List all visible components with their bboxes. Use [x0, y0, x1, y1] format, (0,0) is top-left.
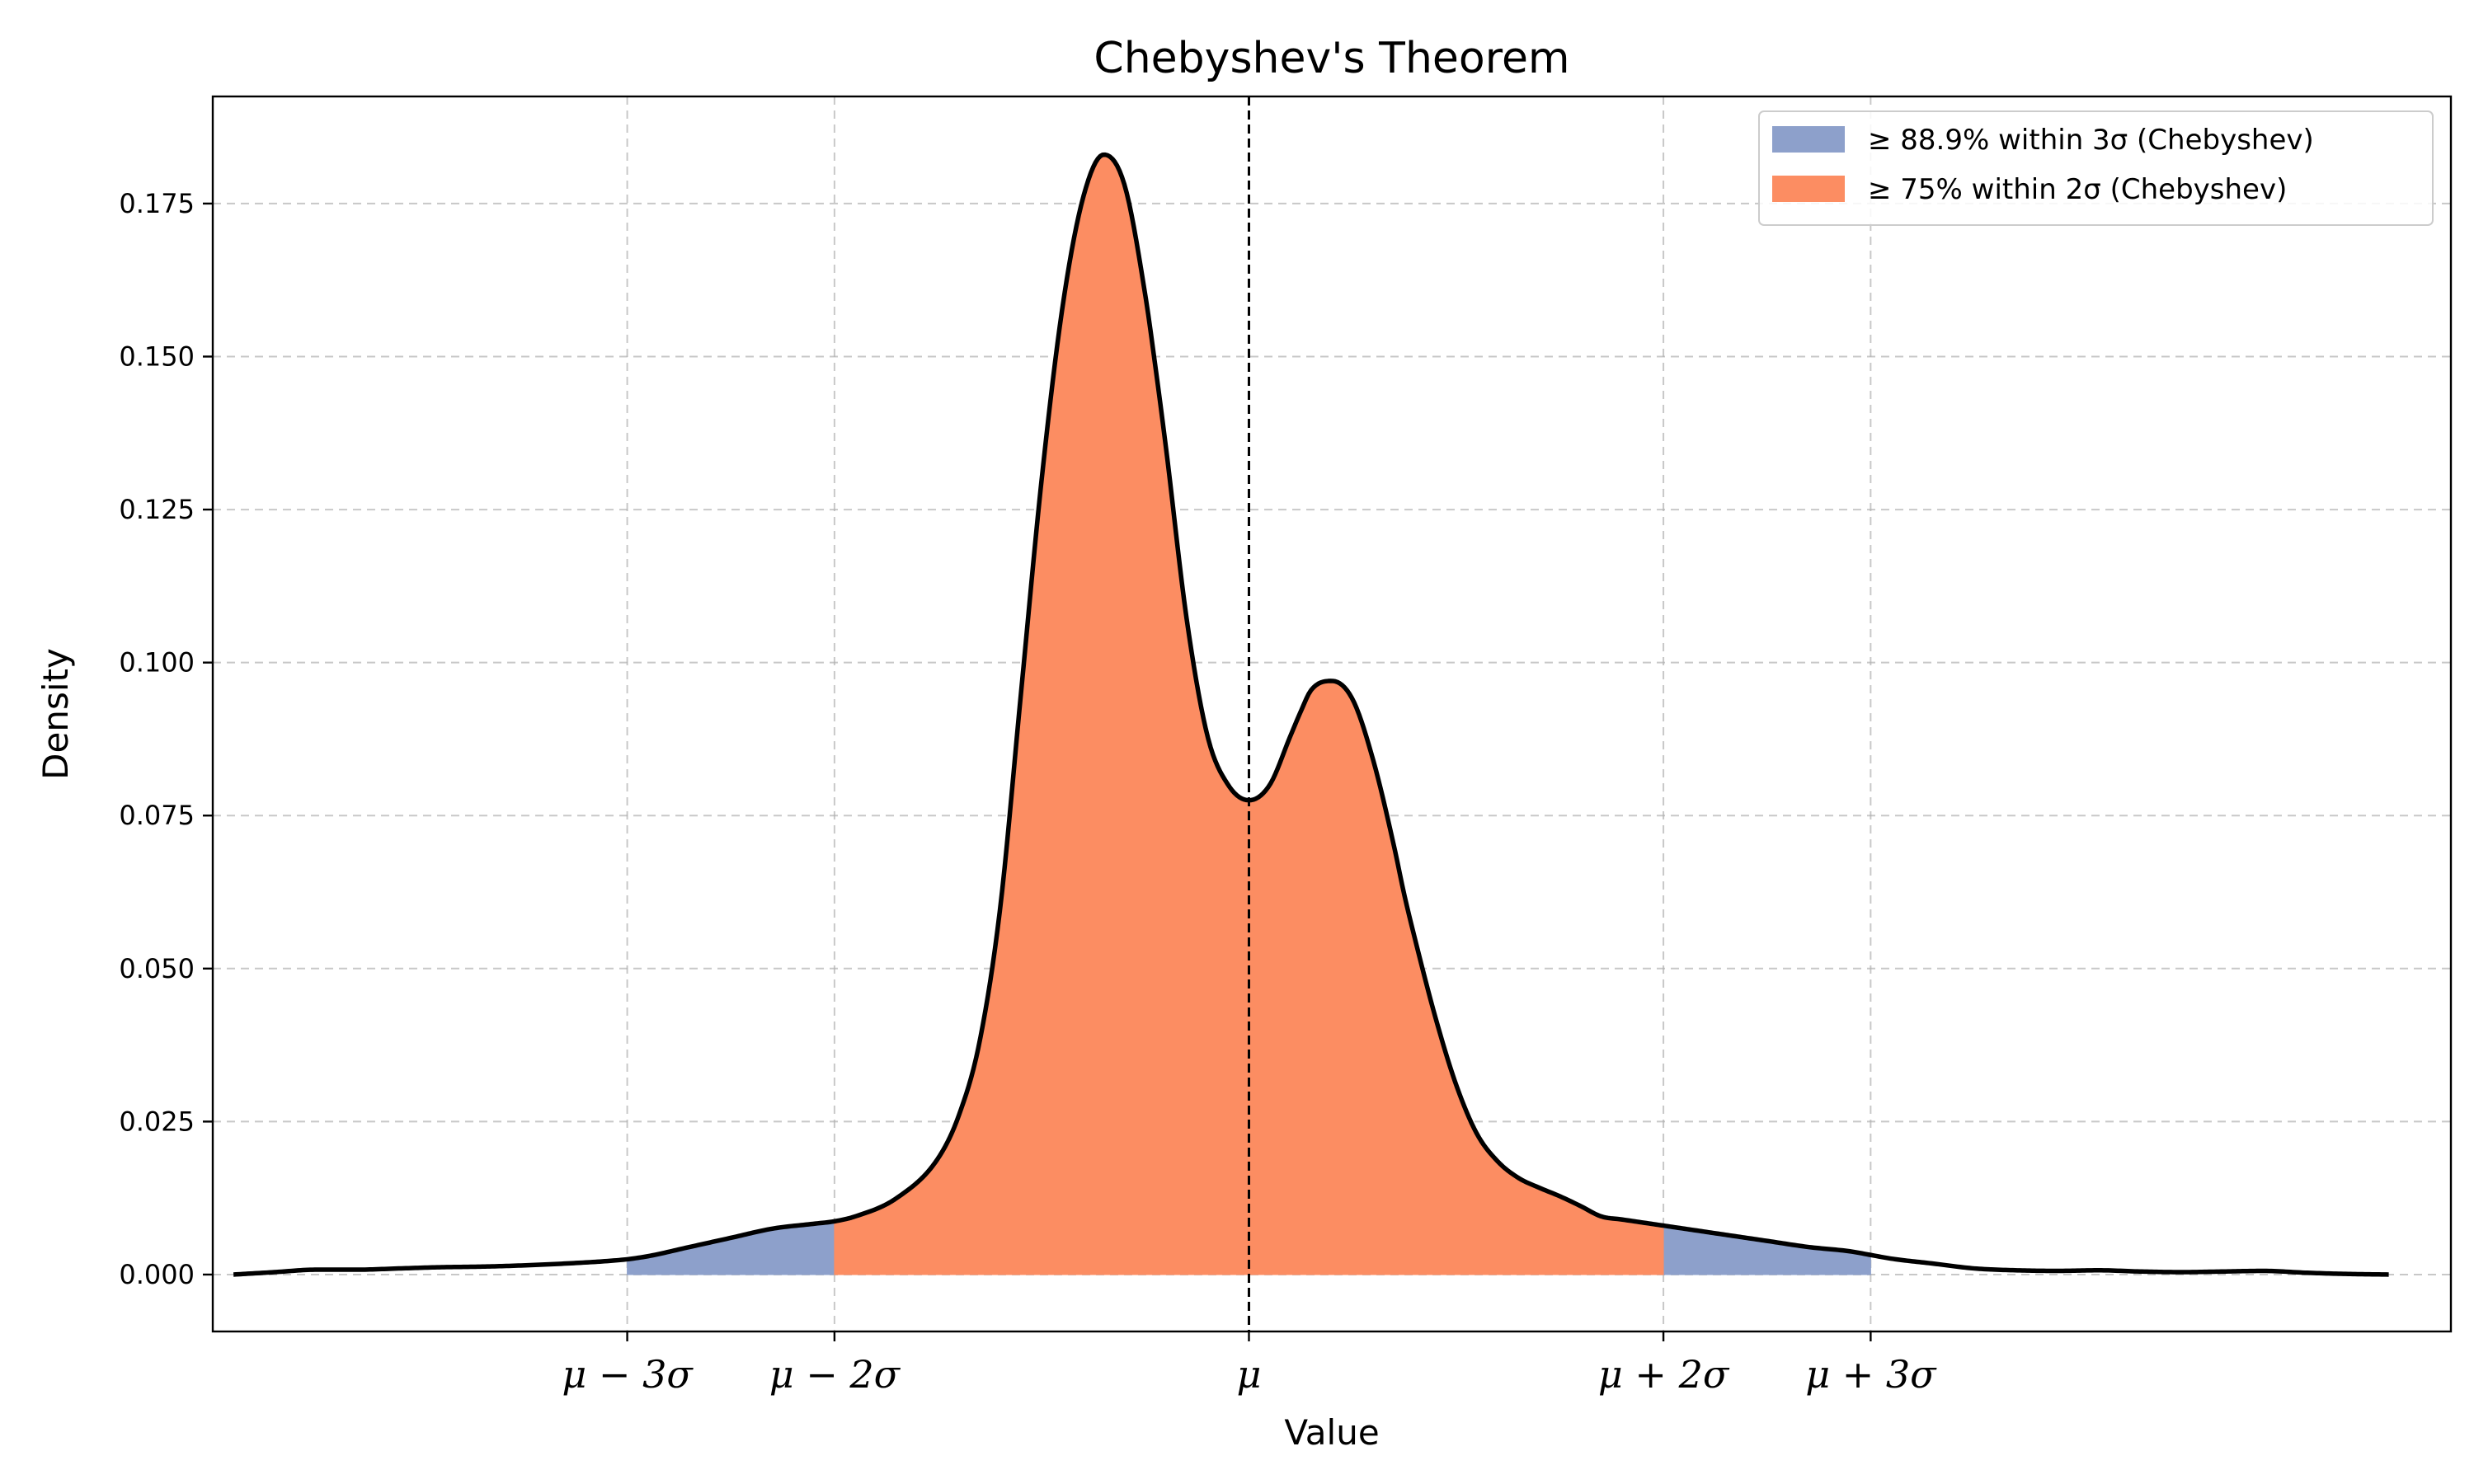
y-tick-label-1: 0.025 [119, 1106, 195, 1137]
y-tick-label-0: 0.000 [119, 1259, 195, 1290]
y-axis-title: Density [35, 648, 76, 780]
legend-swatch-2sigma [1772, 176, 1845, 202]
legend-swatch-3sigma [1772, 126, 1845, 153]
y-tick-label-7: 0.175 [119, 188, 195, 219]
y-tick-label-5: 0.125 [119, 494, 195, 525]
legend-label-2sigma: ≥ 75% within 2σ (Chebyshev) [1868, 173, 2287, 206]
legend-label-3sigma: ≥ 88.9% within 3σ (Chebyshev) [1868, 124, 2314, 157]
y-axis: 0.000 0.025 0.050 0.075 0.100 0.125 0.150 0.175 [119, 188, 213, 1290]
y-tick-label-6: 0.150 [119, 340, 195, 372]
x-axis: μ − 3σ μ − 2σ μ μ + 2σ μ + 3σ [562, 1331, 1937, 1397]
x-tick-label-0: μ − 3σ [562, 1352, 694, 1397]
x-tick-label-3: μ + 2σ [1598, 1352, 1730, 1397]
x-axis-title: Value [1284, 1412, 1379, 1453]
y-tick-label-2: 0.050 [119, 953, 195, 984]
y-tick-label-3: 0.075 [119, 800, 195, 831]
x-tick-label-4: μ + 3σ [1805, 1352, 1937, 1397]
x-tick-label-2: μ [1237, 1352, 1262, 1397]
chart-title: Chebyshev's Theorem [1094, 34, 1569, 83]
plot-frame [211, 95, 2453, 1333]
y-tick-label-4: 0.100 [119, 647, 195, 679]
density-curve [233, 152, 2389, 1277]
legend: ≥ 88.9% within 3σ (Chebyshev) ≥ 75% with… [1758, 110, 2434, 226]
x-tick-label-1: μ − 2σ [769, 1352, 901, 1397]
legend-box [1758, 110, 2434, 226]
